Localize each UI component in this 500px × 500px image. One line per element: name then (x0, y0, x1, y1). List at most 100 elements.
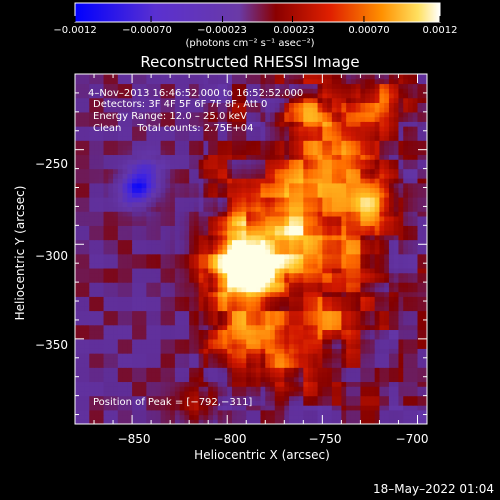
heatmap-cell (303, 234, 309, 241)
heatmap-cell (217, 405, 224, 411)
heatmap-cell (141, 329, 147, 335)
heatmap-cell (146, 319, 152, 326)
heatmap-cell (331, 263, 338, 269)
heatmap-cell (231, 286, 238, 293)
heatmap-cell (208, 173, 214, 179)
heatmap-cell (136, 329, 143, 335)
heatmap-cell (203, 267, 209, 274)
heatmap-cell (308, 286, 314, 293)
heatmap-cell (298, 135, 304, 141)
heatmap-cell (189, 282, 195, 288)
heatmap-cell (212, 348, 219, 354)
heatmap-cell (393, 338, 400, 345)
heatmap-cell (193, 192, 200, 198)
heatmap-cell (312, 371, 319, 378)
heatmap-cell (407, 192, 414, 198)
heatmap-cell (255, 234, 262, 241)
heatmap-cell (117, 168, 124, 174)
heatmap-cell (170, 225, 176, 231)
heatmap-cell (279, 173, 285, 179)
heatmap-cell (384, 305, 390, 312)
heatmap-cell (222, 305, 228, 312)
heatmap-cell (327, 168, 333, 174)
heatmap-cell (174, 315, 181, 321)
heatmap-cell (184, 206, 190, 212)
heatmap-cell (336, 282, 342, 288)
heatmap-cell (160, 163, 166, 170)
heatmap-cell (108, 187, 114, 193)
heatmap-cell (289, 121, 295, 127)
heatmap-cell (341, 362, 347, 368)
heatmap-cell (403, 116, 409, 122)
heatmap-cell (132, 296, 138, 302)
heatmap-cell (241, 362, 247, 368)
heatmap-cell (331, 282, 338, 288)
heatmap-cell (212, 121, 219, 127)
heatmap-cell (265, 371, 271, 378)
heatmap-cell (160, 315, 166, 321)
heatmap-cell (341, 116, 347, 122)
heatmap-cell (360, 144, 366, 151)
heatmap-cell (317, 291, 323, 297)
heatmap-cell (327, 277, 333, 283)
heatmap-cell (184, 107, 190, 113)
heatmap-cell (417, 159, 423, 165)
heatmap-cell (184, 192, 190, 198)
heatmap-cell (170, 395, 176, 401)
heatmap-cell (208, 154, 214, 160)
heatmap-cell (79, 154, 86, 160)
heatmap-cell (103, 367, 109, 373)
heatmap-cell (298, 282, 304, 288)
heatmap-cell (274, 126, 281, 132)
heatmap-cell (393, 419, 400, 424)
heatmap-cell (346, 376, 352, 383)
heatmap-cell (75, 400, 81, 406)
heatmap-cell (384, 381, 390, 387)
heatmap-cell (132, 187, 138, 193)
heatmap-cell (407, 239, 414, 245)
heatmap-cell (231, 140, 238, 146)
heatmap-cell (222, 282, 228, 288)
heatmap-cell (388, 220, 395, 226)
heatmap-cell (122, 196, 128, 203)
heatmap-cell (403, 126, 409, 132)
heatmap-cell (322, 329, 328, 335)
heatmap-cell (374, 163, 381, 170)
heatmap-cell (184, 343, 190, 349)
heatmap-cell (298, 301, 304, 307)
heatmap-cell (350, 329, 357, 335)
heatmap-cell (122, 405, 128, 411)
heatmap-cell (174, 409, 181, 416)
heatmap-cell (350, 234, 357, 241)
heatmap-cell (388, 206, 395, 212)
heatmap-cell (155, 225, 162, 231)
heatmap-cell (384, 353, 390, 359)
heatmap-cell (184, 405, 190, 411)
heatmap-cell (350, 400, 357, 406)
heatmap-cell (108, 121, 114, 127)
heatmap-cell (146, 305, 152, 312)
heatmap-cell (75, 159, 81, 165)
heatmap-cell (350, 390, 357, 397)
heatmap-cell (365, 111, 371, 118)
heatmap-cell (212, 272, 219, 278)
heatmap-cell (236, 400, 243, 406)
heatmap-cell (312, 154, 319, 160)
heatmap-cell (365, 390, 371, 397)
heatmap-cell (132, 324, 138, 331)
heatmap-cell (336, 230, 342, 236)
heatmap-cell (360, 234, 366, 241)
heatmap-cell (360, 126, 366, 132)
colorbar-unit-label: (photons cm⁻² s⁻¹ asec⁻²) (185, 38, 315, 49)
heatmap-cell (422, 338, 427, 345)
heatmap-cell (217, 230, 224, 236)
heatmap-cell (412, 196, 419, 203)
heatmap-cell (355, 192, 362, 198)
heatmap-cell (79, 111, 86, 118)
heatmap-cell (341, 173, 347, 179)
heatmap-cell (84, 263, 90, 269)
heatmap-cell (146, 206, 152, 212)
heatmap-cell (322, 187, 328, 193)
heatmap-cell (327, 267, 333, 274)
heatmap-cell (193, 258, 200, 264)
